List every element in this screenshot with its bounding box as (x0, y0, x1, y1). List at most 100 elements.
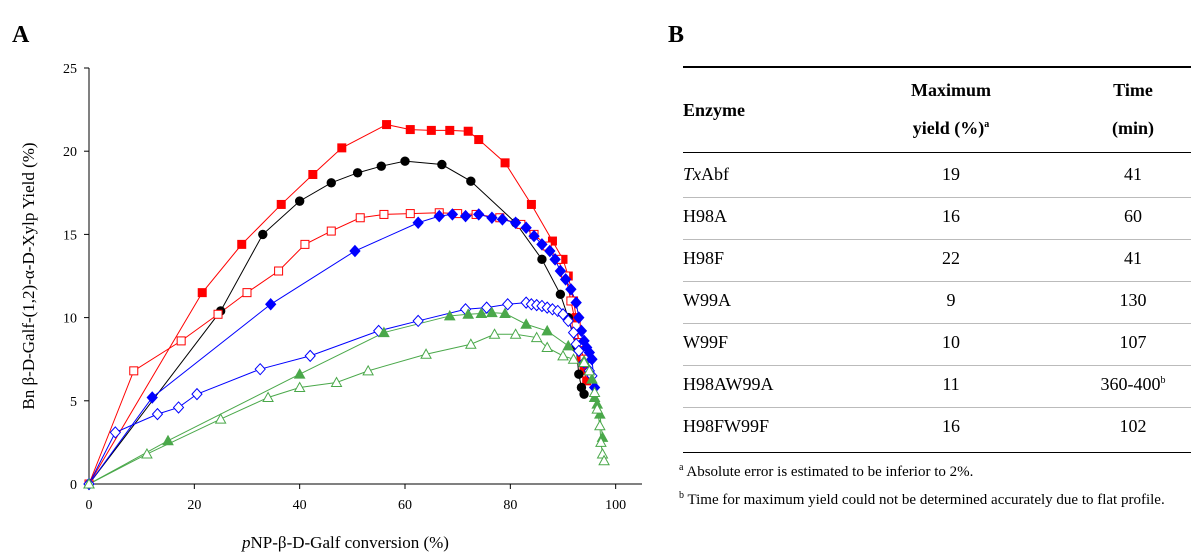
data-point (300, 239, 310, 249)
cell-time: 41 (1124, 164, 1142, 184)
series-line (88, 333, 605, 485)
data-point (573, 311, 585, 324)
x-tick-label: 80 (503, 498, 517, 513)
data-point (420, 348, 432, 359)
data-point (237, 239, 247, 249)
data-point (405, 209, 415, 219)
cell-time: 41 (1124, 248, 1142, 268)
y-tick-label: 15 (63, 228, 77, 243)
data-point (474, 135, 484, 145)
data-point (567, 353, 580, 364)
data-point (520, 318, 532, 329)
cell-max-yield: 22 (942, 248, 960, 268)
header-enzyme: Enzyme (683, 100, 745, 120)
cell-enzyme: H98F (683, 248, 725, 268)
data-point (445, 125, 455, 135)
series-line (88, 312, 603, 485)
data-point (594, 419, 606, 431)
cell-max-yield: 16 (942, 206, 960, 226)
data-point (502, 298, 514, 311)
data-point (433, 209, 445, 223)
panel-b-label: B (668, 22, 685, 48)
data-point (162, 434, 174, 446)
header-time-line2: (min) (1112, 118, 1154, 138)
data-point (499, 307, 511, 318)
data-point (151, 407, 164, 421)
data-point (554, 264, 567, 278)
data-point (570, 296, 582, 309)
cell-enzyme: H98AW99A (683, 374, 774, 394)
data-point (426, 125, 436, 135)
cell-max-yield: 19 (942, 164, 960, 184)
y-tick-label: 0 (70, 478, 77, 493)
data-point (541, 341, 554, 353)
y-tick-label: 5 (70, 395, 77, 410)
series-line (88, 302, 593, 485)
data-point (475, 307, 488, 318)
data-point (555, 289, 566, 300)
data-point (326, 226, 336, 236)
data-point (574, 369, 584, 379)
data-point (536, 238, 548, 251)
cell-max-yield: 11 (942, 374, 960, 394)
data-point (258, 229, 268, 240)
cell-max-yield: 9 (946, 290, 956, 310)
cell-max-yield: 16 (942, 416, 960, 436)
data-point (488, 328, 501, 339)
row-divider (683, 365, 1191, 366)
series-line (88, 160, 585, 485)
data-point (400, 156, 410, 166)
data-point (562, 339, 575, 351)
data-point (596, 448, 609, 459)
y-tick-label: 20 (63, 145, 77, 160)
series-line (88, 213, 596, 485)
data-point (586, 373, 598, 384)
data-point (549, 253, 561, 266)
y-axis-label: Bn β-D-Galf-(1,2)-α-D-Xylp Yield (%) (19, 142, 38, 409)
data-point (541, 324, 554, 336)
cell-enzyme: TxAbf (683, 164, 729, 184)
header-time-line1: Time (1113, 80, 1153, 100)
header-max-yield-line2: yield (%)a (912, 118, 990, 138)
cell-enzyme: H98A (683, 206, 727, 226)
data-point (437, 159, 447, 170)
data-point (379, 209, 389, 219)
data-point (146, 391, 158, 404)
data-point (197, 288, 207, 298)
x-tick-label: 60 (398, 498, 412, 513)
data-point (176, 336, 186, 346)
yield-chart: 0 5 10 15 20 25 0 20 40 60 80 100 pNP-β-D-Galf conve… (19, 62, 642, 552)
data-point (509, 328, 522, 339)
data-point (446, 208, 459, 221)
row-divider (683, 323, 1191, 324)
row-divider (683, 239, 1191, 240)
data-point (583, 364, 596, 376)
data-point (109, 426, 122, 439)
row-divider (683, 197, 1191, 198)
data-point (559, 273, 572, 286)
data-point (575, 324, 588, 338)
data-point (242, 288, 252, 298)
data-point (578, 356, 590, 368)
data-point (376, 161, 386, 171)
data-point (355, 213, 365, 223)
footnote-a: a Absolute error is estimated to be infe… (679, 462, 974, 480)
x-tick-label: 100 (605, 498, 626, 513)
data-point (573, 344, 585, 358)
data-point (530, 331, 543, 343)
data-point (294, 196, 305, 206)
data-point (500, 158, 510, 168)
data-point (352, 168, 363, 178)
data-point (141, 448, 153, 459)
panel-a-label: A (12, 22, 30, 48)
row-divider (683, 281, 1191, 282)
data-point (463, 126, 473, 136)
cell-max-yield: 10 (942, 332, 960, 352)
data-point (598, 454, 610, 466)
data-point (526, 199, 536, 209)
data-point (254, 362, 266, 376)
data-point (528, 229, 540, 243)
x-axis-label: pNP-β-D-Galf conversion (%) (241, 533, 449, 552)
data-point (464, 338, 477, 349)
data-point (520, 221, 532, 234)
